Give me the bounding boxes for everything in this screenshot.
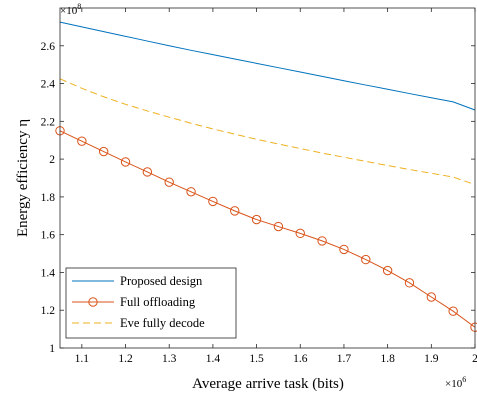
legend-box xyxy=(65,267,237,339)
ticks-layer: 1.1 1.2 1.3 1.4 1.5 1.6 1.7 1.8 1.9 2 1 1.2 1.4 1.6 1.… xyxy=(41,8,477,365)
x-axis-label: Average arrive task (bits) xyxy=(192,376,344,392)
x-tick-label: 1.5 xyxy=(249,353,264,365)
y-tick-label: 1.8 xyxy=(41,192,56,204)
x-tick-label: 1.2 xyxy=(118,353,133,365)
data-point xyxy=(208,196,218,207)
x-exponent-label: ×106 xyxy=(445,375,466,390)
x-tick-label: 1.9 xyxy=(424,353,439,365)
data-point xyxy=(317,236,327,246)
y-tick-label: 2.2 xyxy=(41,116,56,128)
series-layer xyxy=(55,21,477,332)
x-tick-label: 1.8 xyxy=(380,353,395,365)
y-tick-label: 1.2 xyxy=(41,305,56,317)
data-point xyxy=(98,146,109,157)
legend: Proposed design Full offloading Eve fully … xyxy=(65,267,237,339)
x-tick-label: 1.7 xyxy=(337,353,352,365)
series-line-1 xyxy=(59,21,476,111)
data-point xyxy=(448,306,458,316)
x-tick-label: 1.1 xyxy=(75,353,90,365)
data-point xyxy=(426,292,437,302)
data-point xyxy=(339,244,349,255)
legend-marker xyxy=(88,297,98,307)
y-tick-label: 2.4 xyxy=(41,79,56,91)
y-exponent-label: ×108 xyxy=(60,2,81,17)
y-tick-label: 1 xyxy=(49,343,55,355)
legend-label: Proposed design xyxy=(120,274,203,288)
x-tick-label: 1.6 xyxy=(293,353,308,365)
x-tick-label: 2 xyxy=(472,353,477,365)
x-tick-label: 1.4 xyxy=(206,353,221,365)
plot-frame xyxy=(59,7,476,349)
data-point xyxy=(273,221,284,232)
data-point xyxy=(77,136,87,146)
y-tick-label: 2 xyxy=(49,154,55,166)
y-tick-label: 2.6 xyxy=(41,41,56,53)
y-tick-label: 1.4 xyxy=(41,267,56,279)
legend-label: Eve fully decode xyxy=(120,316,205,330)
series-line-3 xyxy=(59,78,476,186)
y-tick-label: 1.6 xyxy=(41,230,56,242)
data-point xyxy=(361,254,371,265)
data-point xyxy=(120,157,131,167)
data-point xyxy=(251,214,262,225)
x-tick-label: 1.3 xyxy=(162,353,177,365)
y-axis-label: Energy efficiency η xyxy=(15,119,31,237)
data-point xyxy=(164,177,174,187)
data-point xyxy=(404,278,415,288)
data-point xyxy=(142,167,153,177)
data-point xyxy=(186,187,196,197)
data-point xyxy=(382,265,393,276)
legend-label: Full offloading xyxy=(120,295,196,309)
data-point xyxy=(295,228,305,239)
data-point xyxy=(230,206,240,216)
